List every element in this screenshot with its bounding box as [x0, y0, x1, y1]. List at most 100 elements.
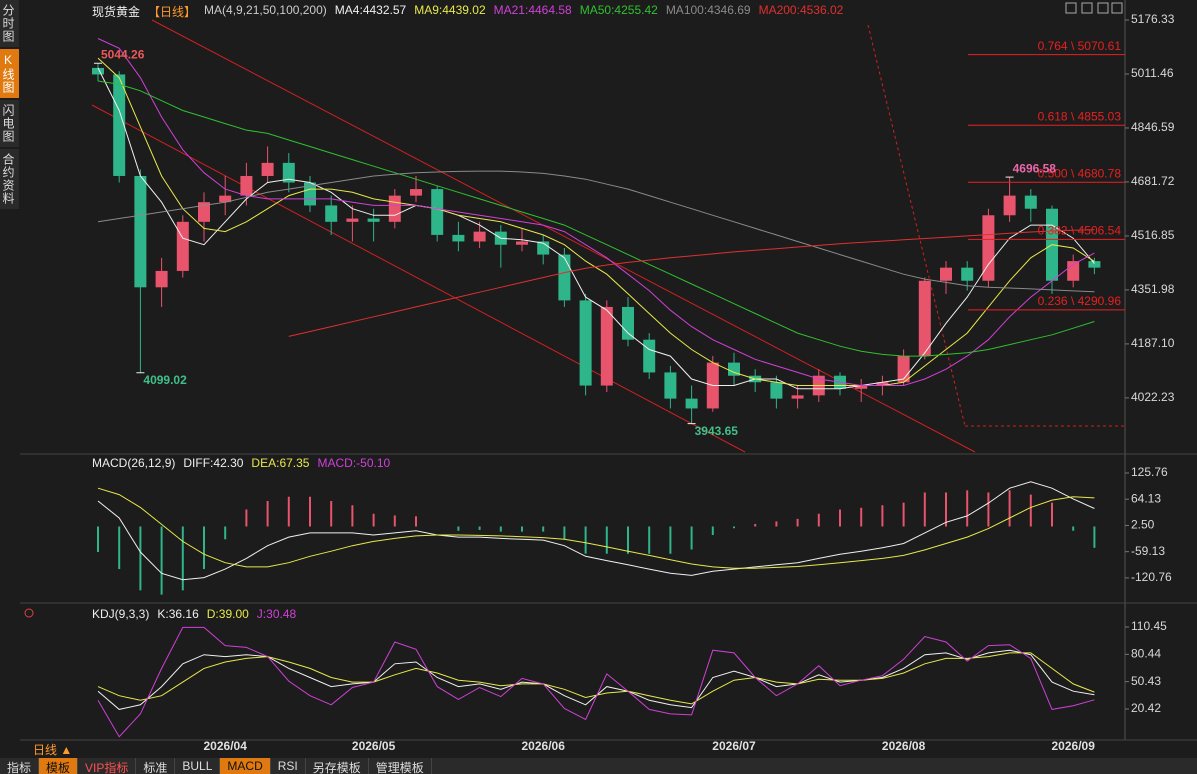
legend-entry: D39.00	[207, 607, 249, 621]
icon[interactable]	[1111, 2, 1123, 14]
candle-body	[410, 189, 422, 196]
main-legend: 现货黄金【日线】MA(4,9,21,50,100,200)MA44432.57M…	[92, 3, 843, 20]
candle-body	[431, 189, 444, 235]
y-tick-label: -59.13	[1131, 544, 1165, 558]
candle-body	[1024, 195, 1037, 209]
x-tick-label: 2026/08	[882, 739, 926, 753]
y-tick-label: 2.50	[1131, 518, 1155, 532]
legend-value: 42.30	[210, 456, 243, 470]
legend-value: 67.35	[276, 456, 309, 470]
legend-name: K	[157, 607, 166, 621]
fib-label: 0.500 \ 4680.78	[1038, 166, 1122, 180]
candle-body	[579, 300, 592, 386]
ma-line	[97, 57, 1095, 386]
toolbar-button[interactable]: BULL	[175, 758, 221, 774]
x-tick-label: 2026/09	[1052, 739, 1096, 753]
legend-name: DIFF	[183, 456, 211, 470]
legend-value: 4255.42	[611, 3, 658, 17]
candle-body	[219, 195, 232, 203]
price-mark-label: 3943.65	[695, 424, 739, 438]
candle-body	[770, 382, 783, 399]
legend-value: 4536.02	[797, 3, 844, 17]
icon[interactable]	[1081, 2, 1093, 14]
legend-name: MA200	[758, 3, 797, 17]
x-tick-label: 2026/06	[522, 739, 566, 753]
legend-value: 4346.69	[704, 3, 751, 17]
candle-body	[473, 231, 486, 242]
candle-body	[791, 395, 804, 399]
y-tick-label: 4846.59	[1131, 120, 1175, 134]
y-tick-label: 64.13	[1131, 491, 1161, 505]
candle-body	[452, 234, 465, 242]
candle-body	[664, 372, 677, 399]
candle-body	[388, 195, 401, 222]
candle-body	[728, 362, 740, 376]
x-tick-label: 2026/05	[352, 739, 396, 753]
toolbar-button[interactable]: 标准	[136, 758, 176, 774]
ma-line	[97, 170, 1095, 293]
toolbar-button[interactable]: 指标	[0, 758, 40, 774]
icon[interactable]	[1065, 2, 1077, 14]
window-icons[interactable]	[1065, 2, 1123, 14]
candle-body	[1067, 261, 1080, 281]
legend-entry: K36.16	[157, 607, 198, 621]
legend-entry: J30.48	[257, 607, 296, 621]
legend-entry: MA94439.02	[414, 3, 485, 20]
candle-body	[282, 162, 295, 183]
indicator-line	[97, 487, 1095, 569]
sidebar-tab[interactable]: 分时图	[0, 0, 19, 47]
candle-body	[1088, 261, 1101, 268]
legend-name: MA21	[493, 3, 525, 17]
toolbar-button[interactable]: 另存模板	[306, 758, 369, 774]
toolbar-button[interactable]: MACD	[220, 758, 271, 774]
sidebar-tab[interactable]: 闪电图	[0, 100, 19, 147]
candle-body	[516, 241, 528, 245]
y-tick-label: 50.43	[1131, 674, 1161, 688]
candle-body	[918, 280, 931, 357]
candle-body	[261, 162, 274, 176]
legend-name: MA9	[414, 3, 439, 17]
y-tick-label: -120.76	[1131, 570, 1172, 584]
settings-icon[interactable]	[24, 608, 34, 618]
price-mark-label: 4696.58	[1013, 161, 1057, 175]
toolbar-button[interactable]: 管理模板	[369, 758, 432, 774]
toolbar-button[interactable]: 模板	[39, 758, 79, 774]
candle-body	[367, 218, 380, 222]
kdj-legend: KDJ(9,3,3) K36.16 D39.00 J30.48	[92, 607, 296, 621]
toolbar-button[interactable]: RSI	[271, 758, 306, 774]
x-tick-label: 2026/04	[204, 739, 248, 753]
fib-label: 0.236 \ 4290.96	[1038, 294, 1122, 308]
legend-name: MA4	[334, 3, 360, 17]
y-tick-label: 4022.23	[1131, 390, 1175, 404]
legend-name: MA100	[665, 3, 704, 17]
fib-label: 0.382 \ 4506.54	[1038, 223, 1122, 237]
y-tick-label: 4351.98	[1131, 282, 1175, 296]
toolbar-button[interactable]: VIP指标	[78, 758, 137, 774]
legend-value: 30.48	[263, 607, 296, 621]
candle-body	[240, 175, 253, 196]
sidebar-tab[interactable]: 合约资料	[0, 149, 19, 209]
candle-body	[134, 175, 147, 288]
fib-label: 0.764 \ 5070.61	[1038, 39, 1122, 53]
candle-body	[92, 67, 104, 75]
period-selector[interactable]: 日线 ▲	[33, 743, 73, 757]
candle-body	[940, 267, 952, 281]
y-tick-label: 110.45	[1131, 619, 1167, 633]
legend-value: 4432.57	[359, 3, 406, 17]
legend-entry: MA214464.58	[494, 3, 572, 20]
y-tick-label: 125.76	[1131, 465, 1168, 479]
legend-entry: MA1004346.69	[666, 3, 751, 20]
x-tick-label: 2026/07	[712, 739, 756, 753]
candle-body	[176, 221, 189, 271]
legend-entry: MA44432.57	[335, 3, 406, 20]
candle-body	[346, 218, 359, 222]
icon[interactable]	[1097, 2, 1109, 14]
legend-title: MACD(26,12,9)	[92, 456, 176, 470]
macd-legend: MACD(26,12,9) DIFF42.30 DEA67.35 MACD-50.10	[92, 456, 390, 470]
price-mark-label: 4099.02	[143, 373, 187, 387]
candle-body	[855, 385, 868, 389]
candle-body	[198, 202, 210, 222]
sidebar-tab[interactable]: K线图	[0, 49, 19, 98]
